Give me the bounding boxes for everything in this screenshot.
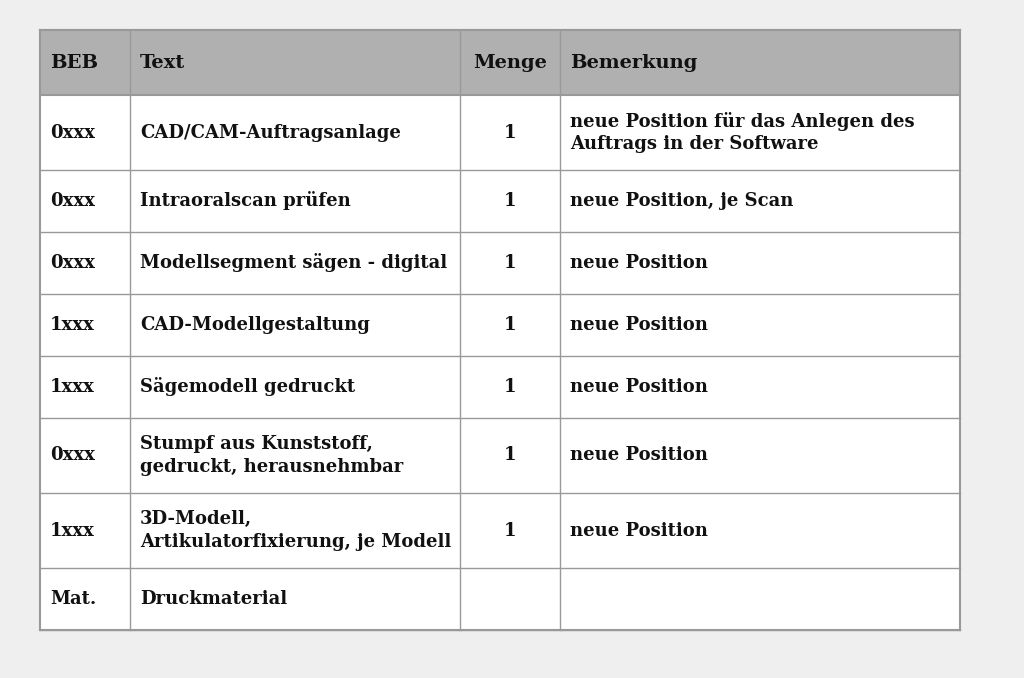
Bar — [40, 418, 961, 493]
Text: Mat.: Mat. — [50, 590, 96, 608]
Bar — [40, 356, 961, 418]
Text: CAD-Modellgestaltung: CAD-Modellgestaltung — [140, 316, 370, 334]
Bar — [40, 95, 961, 170]
Text: 3D-Modell,
Artikulatorfixierung, je Modell: 3D-Modell, Artikulatorfixierung, je Mode… — [140, 511, 452, 551]
Text: neue Position: neue Position — [570, 254, 708, 272]
Bar — [40, 568, 961, 630]
Text: Intraoralscan prüfen: Intraoralscan prüfen — [140, 191, 351, 210]
Text: 1: 1 — [504, 316, 516, 334]
Text: 0xxx: 0xxx — [50, 192, 95, 210]
Text: 0xxx: 0xxx — [50, 123, 95, 142]
Text: BEB: BEB — [50, 54, 98, 71]
Bar — [40, 232, 961, 294]
Text: neue Position: neue Position — [570, 447, 708, 464]
Text: Stumpf aus Kunststoff,
gedruckt, herausnehmbar: Stumpf aus Kunststoff, gedruckt, herausn… — [140, 435, 403, 475]
Text: 1: 1 — [504, 447, 516, 464]
Text: 1: 1 — [504, 192, 516, 210]
Text: Bemerkung: Bemerkung — [570, 54, 697, 71]
Text: 1xxx: 1xxx — [50, 378, 95, 396]
Text: Druckmaterial: Druckmaterial — [140, 590, 287, 608]
Bar — [40, 30, 961, 95]
Text: 0xxx: 0xxx — [50, 447, 95, 464]
Text: neue Position für das Anlegen des
Auftrags in der Software: neue Position für das Anlegen des Auftra… — [570, 112, 914, 153]
Bar — [40, 170, 961, 232]
Text: neue Position: neue Position — [570, 378, 708, 396]
Text: CAD/CAM-Auftragsanlage: CAD/CAM-Auftragsanlage — [140, 123, 400, 142]
Text: Modellsegment sägen - digital: Modellsegment sägen - digital — [140, 254, 447, 273]
Text: 1: 1 — [504, 123, 516, 142]
Text: 1xxx: 1xxx — [50, 521, 95, 540]
Text: 1: 1 — [504, 378, 516, 396]
Text: Menge: Menge — [473, 54, 547, 71]
Bar — [40, 493, 961, 568]
Text: 1: 1 — [504, 254, 516, 272]
Bar — [40, 294, 961, 356]
Text: 0xxx: 0xxx — [50, 254, 95, 272]
Text: 1: 1 — [504, 521, 516, 540]
Text: neue Position: neue Position — [570, 521, 708, 540]
Text: neue Position, je Scan: neue Position, je Scan — [570, 192, 794, 210]
Text: Sägemodell gedruckt: Sägemodell gedruckt — [140, 378, 355, 397]
Text: neue Position: neue Position — [570, 316, 708, 334]
Text: Text: Text — [140, 54, 185, 71]
Text: 1xxx: 1xxx — [50, 316, 95, 334]
